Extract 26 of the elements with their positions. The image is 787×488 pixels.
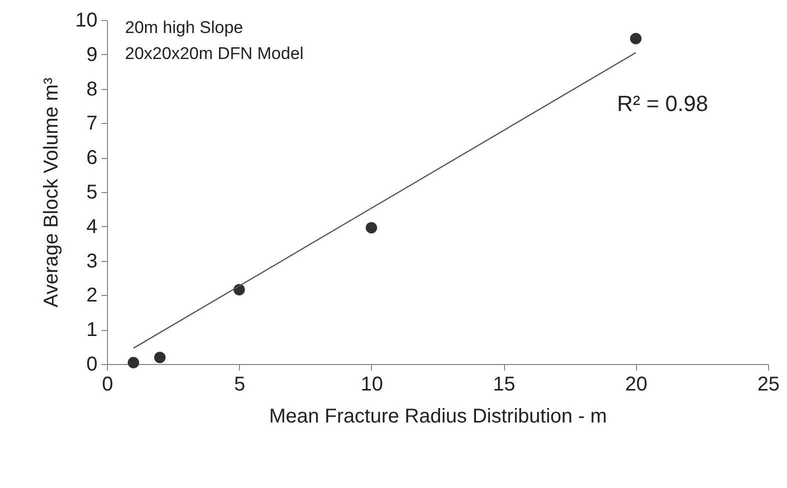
- y-tick-label: 8: [86, 78, 98, 100]
- y-tick-label: 0: [86, 354, 98, 376]
- x-tick-label: 10: [360, 374, 384, 396]
- y-tick-label: 3: [86, 250, 98, 272]
- y-tick-label: 5: [86, 182, 98, 204]
- y-tick-label: 10: [75, 10, 98, 32]
- x-tick-label: 20: [625, 374, 648, 396]
- x-tick-label: 5: [234, 374, 246, 396]
- y-tick-label: 2: [86, 284, 98, 307]
- x-tick-label: 0: [102, 374, 114, 396]
- point: [366, 222, 378, 234]
- point: [630, 32, 642, 44]
- y-axis-title: Average Block Volume m³: [40, 77, 62, 308]
- annotation: R² = 0.98: [617, 91, 708, 116]
- y-tick-label: 6: [86, 147, 98, 170]
- x-tick-label: 25: [757, 374, 780, 396]
- y-tick-label: 1: [86, 319, 98, 342]
- point: [128, 356, 140, 368]
- y-tick-label: 7: [86, 112, 98, 135]
- x-axis-title: Mean Fracture Radius Distribution - m: [269, 406, 607, 428]
- point: [154, 352, 166, 364]
- x-tick-label: 15: [492, 374, 516, 396]
- y-tick-label: 9: [86, 44, 98, 66]
- annotation: 20m high Slope: [125, 18, 244, 37]
- annotation: 20x20x20m DFN Model: [125, 44, 304, 63]
- y-tick-label: 4: [86, 216, 98, 238]
